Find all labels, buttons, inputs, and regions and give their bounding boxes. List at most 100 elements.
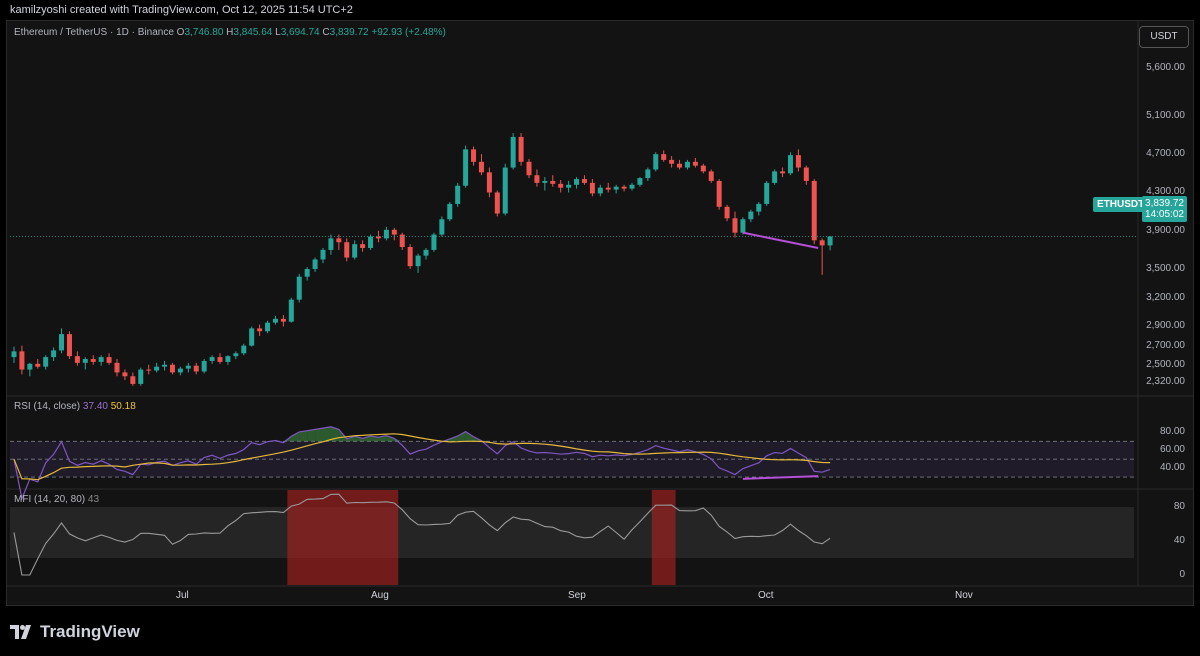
chart-frame[interactable] xyxy=(6,20,1194,606)
candle-body xyxy=(692,161,698,166)
candle-body xyxy=(209,357,215,361)
candle-body xyxy=(391,229,397,235)
candle-body xyxy=(597,187,603,194)
candle-body xyxy=(550,180,556,184)
symbol-legend[interactable]: Ethereum / TetherUS · 1D · Binance O3,74… xyxy=(14,27,446,38)
candle-body xyxy=(241,345,247,354)
ticker-tag: ETHUSDT xyxy=(1093,197,1149,212)
candle-body xyxy=(320,249,326,260)
candle-body xyxy=(201,360,207,372)
candle-body xyxy=(280,318,286,322)
rsi-label: RSI (14, close) xyxy=(14,401,81,412)
time-axis-label: Aug xyxy=(371,590,389,601)
candle-body xyxy=(708,171,714,181)
last-price-value: 3,839.72 xyxy=(1145,198,1184,209)
brand-name: TradingView xyxy=(40,622,140,641)
tradingview-logo[interactable]: TradingView xyxy=(10,622,140,642)
rsi-overbought-fill xyxy=(315,428,323,442)
candle-body xyxy=(375,236,381,239)
mfi-value: 43 xyxy=(87,494,100,505)
rsi-overbought-fill xyxy=(299,430,308,442)
candle-body xyxy=(423,249,429,256)
candle-body xyxy=(35,363,41,367)
rsi-line xyxy=(13,426,831,501)
mfi-axis-label: 40 xyxy=(1173,535,1185,546)
candle-body xyxy=(724,206,730,219)
candle-body xyxy=(439,219,445,235)
change-value: +92.93 (+2.48%) xyxy=(371,27,446,38)
candle-body xyxy=(352,244,358,258)
candle-body xyxy=(661,154,667,160)
high-value: 3,845.64 xyxy=(233,27,273,38)
currency-button[interactable]: USDT xyxy=(1139,26,1189,48)
candle-body xyxy=(106,357,112,363)
rsi-ma-line xyxy=(13,433,831,481)
rsi-overbought-fill xyxy=(465,431,474,442)
low-value: 3,694.74 xyxy=(280,27,320,38)
candle-body xyxy=(130,376,136,384)
mfi-legend[interactable]: MFI (14, 20, 80) 43 xyxy=(14,494,99,505)
candle-body xyxy=(415,255,421,267)
candle-body xyxy=(138,369,144,384)
top-bar: kamilzyoshi created with TradingView.com… xyxy=(0,0,1200,20)
candle-body xyxy=(217,357,223,362)
candle-body xyxy=(700,165,706,172)
candle-body xyxy=(368,236,374,248)
candle-body xyxy=(399,234,405,248)
candle-body xyxy=(748,211,754,220)
rsi-ma-value: 50.18 xyxy=(110,401,136,412)
candle-body xyxy=(716,180,722,207)
open-value: 3,746.80 xyxy=(184,27,224,38)
candle-body xyxy=(478,161,484,173)
candle-body xyxy=(574,179,580,185)
candle-body xyxy=(486,172,492,193)
candle-body xyxy=(312,259,318,270)
candle-body xyxy=(154,366,160,371)
candle-body xyxy=(360,244,366,248)
price-divergence-line xyxy=(742,231,819,249)
price-axis-label: 3,500.00 xyxy=(1146,263,1185,275)
candle-body xyxy=(407,247,413,267)
rsi-overbought-fill xyxy=(354,436,363,442)
candle-body xyxy=(59,334,65,351)
candle-body xyxy=(621,186,627,189)
candle-body xyxy=(122,372,128,377)
mfi-axis-label: 0 xyxy=(1179,569,1185,580)
chart-credit: kamilzyoshi created with TradingView.com… xyxy=(10,4,353,16)
candle-body xyxy=(732,218,738,233)
candle-body xyxy=(265,322,271,332)
candle-body xyxy=(193,365,199,372)
candle-body xyxy=(162,364,168,367)
price-axis-label: 5,600.00 xyxy=(1146,62,1185,73)
candle-body xyxy=(225,356,231,362)
time-axis-label: Nov xyxy=(955,590,973,601)
low-label: L xyxy=(275,27,281,38)
candle-body xyxy=(169,364,175,373)
candle-body xyxy=(534,175,540,183)
candle-body xyxy=(613,186,619,190)
candle-body xyxy=(684,161,690,168)
candle-body xyxy=(677,163,683,168)
candle-body xyxy=(502,167,508,214)
candle-body xyxy=(344,242,350,258)
candle-body xyxy=(637,178,643,185)
rsi-legend[interactable]: RSI (14, close) 37.40 50.18 xyxy=(14,401,136,412)
symbol-name[interactable]: Ethereum / TetherUS · 1D · Binance xyxy=(14,27,174,38)
rsi-overbought-fill xyxy=(457,431,466,442)
candle-body xyxy=(566,184,572,188)
candle-body xyxy=(146,369,152,371)
candle-body xyxy=(98,357,104,362)
candle-body xyxy=(11,351,17,358)
candle-body xyxy=(185,365,191,369)
time-axis-label: Sep xyxy=(568,590,586,601)
candle-body xyxy=(27,363,33,370)
candle-body xyxy=(471,149,477,162)
candle-body xyxy=(463,149,469,186)
mfi-band xyxy=(10,507,1134,558)
candle-body xyxy=(304,269,310,277)
price-axis-label: 5,100.00 xyxy=(1146,109,1185,121)
close-value: 3,839.72 xyxy=(329,27,369,38)
candle-body xyxy=(740,219,746,233)
last-price-tag: 3,839.72 14:05:02 xyxy=(1142,196,1187,222)
